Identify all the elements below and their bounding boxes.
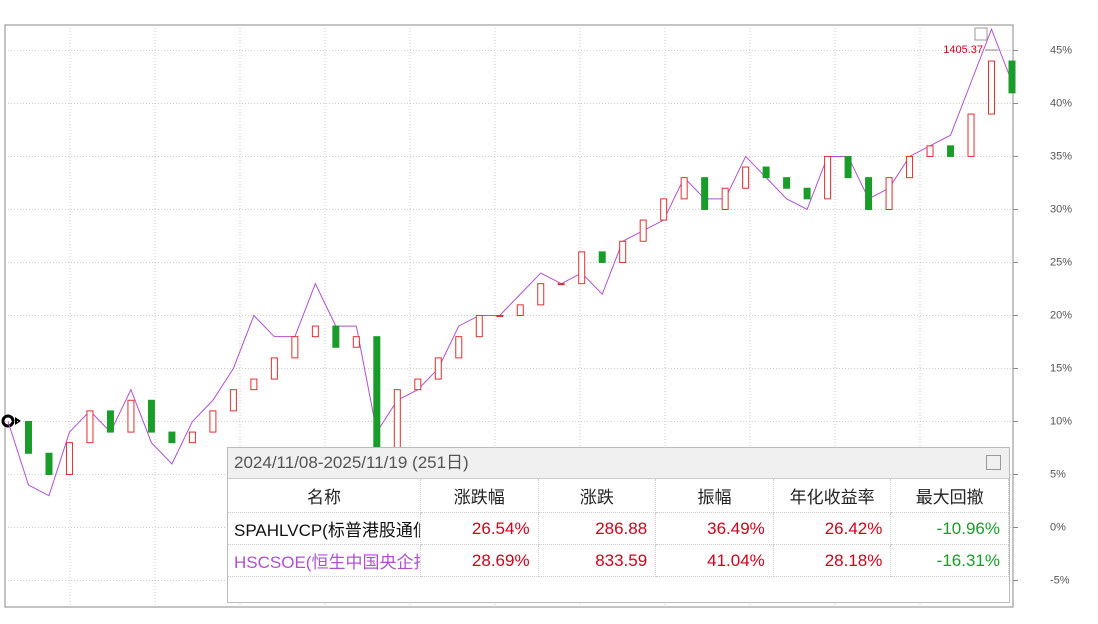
y-tick-label: 10% bbox=[1050, 415, 1072, 427]
cell: 286.88 bbox=[538, 512, 657, 545]
candle bbox=[619, 240, 627, 263]
candle bbox=[393, 389, 401, 454]
column-header: 振幅 bbox=[655, 479, 774, 513]
candle bbox=[824, 155, 832, 200]
table-title: 2024/11/08-2025/11/19 (251日) bbox=[228, 448, 1009, 479]
candle bbox=[229, 389, 237, 412]
candle bbox=[496, 314, 504, 317]
annotation: 1405.37 bbox=[943, 44, 983, 56]
candle bbox=[414, 378, 422, 391]
y-tick-label: -5% bbox=[1050, 574, 1070, 586]
y-tick-label: 15% bbox=[1050, 362, 1072, 374]
row-name: SPAHLVCP(标普港股通低波红利指数) bbox=[228, 512, 421, 545]
candle bbox=[45, 452, 53, 475]
column-header: 名称 bbox=[228, 479, 421, 513]
candle bbox=[701, 177, 709, 210]
candle bbox=[250, 378, 258, 391]
window-icon[interactable] bbox=[974, 27, 988, 41]
candle bbox=[516, 304, 524, 316]
candle bbox=[926, 145, 934, 157]
candle bbox=[434, 357, 442, 380]
stats-table: 2024/11/08-2025/11/19 (251日) 名称 涨跌幅 涨跌 振幅 年化… bbox=[227, 447, 1010, 603]
row-name: HSCSOE(恒生中国央企指数) bbox=[228, 544, 421, 577]
title-text: 2024/11/08-2025/11/19 (251日) bbox=[234, 453, 469, 472]
candle bbox=[147, 399, 155, 433]
candle bbox=[311, 325, 319, 338]
candle bbox=[947, 145, 955, 157]
candle bbox=[967, 113, 975, 157]
candle bbox=[86, 410, 94, 444]
candle bbox=[762, 166, 770, 179]
candle bbox=[906, 155, 914, 179]
cell: 41.04% bbox=[655, 544, 774, 577]
y-tick-label: 20% bbox=[1050, 309, 1072, 321]
candle bbox=[455, 336, 463, 359]
column-header: 涨跌 bbox=[538, 479, 657, 513]
candle bbox=[188, 431, 196, 444]
candle bbox=[557, 283, 565, 286]
v-grid bbox=[69, 25, 921, 607]
candle bbox=[352, 336, 360, 348]
column-header: 年化收益率 bbox=[773, 479, 892, 513]
candle bbox=[639, 219, 647, 242]
table-row: SPAHLVCP(标普港股通低波红利指数)26.54%286.8836.49%2… bbox=[228, 512, 1009, 545]
candle bbox=[373, 336, 381, 454]
candle bbox=[865, 177, 873, 210]
candle bbox=[209, 410, 217, 433]
candle bbox=[680, 177, 688, 200]
table: 名称涨跌幅涨跌振幅年化收益率最大回撤SPAHLVCP(标普港股通低波红利指数)2… bbox=[228, 479, 1009, 577]
table-row: HSCSOE(恒生中国央企指数)28.69%833.5941.04%28.18%… bbox=[228, 544, 1009, 577]
candle bbox=[578, 251, 586, 285]
candle bbox=[168, 431, 176, 444]
candle bbox=[988, 60, 996, 115]
y-tick-label: 5% bbox=[1050, 468, 1066, 480]
candle bbox=[844, 155, 852, 179]
cell: 833.59 bbox=[538, 544, 657, 577]
cell: -16.31% bbox=[890, 544, 1009, 577]
cell: 28.69% bbox=[420, 544, 539, 577]
cell: 26.42% bbox=[773, 512, 892, 545]
y-tick-label: 45% bbox=[1050, 44, 1072, 56]
close-button[interactable] bbox=[986, 455, 1001, 470]
column-header: 最大回撤 bbox=[890, 479, 1009, 513]
candle bbox=[885, 177, 893, 210]
candle bbox=[106, 410, 114, 433]
candle bbox=[291, 336, 299, 359]
candle bbox=[65, 442, 73, 475]
cell: 26.54% bbox=[420, 512, 539, 545]
cell: 28.18% bbox=[773, 544, 892, 577]
y-tick-label: 40% bbox=[1050, 97, 1072, 109]
candle bbox=[721, 187, 729, 210]
candle bbox=[1008, 60, 1016, 94]
cell: -10.96% bbox=[890, 512, 1009, 545]
candle bbox=[742, 166, 750, 189]
candle bbox=[332, 325, 340, 348]
candle bbox=[660, 198, 668, 221]
column-header: 涨跌幅 bbox=[420, 479, 539, 513]
candle bbox=[270, 357, 278, 380]
cell: 36.49% bbox=[655, 512, 774, 545]
candle bbox=[24, 420, 32, 454]
candle bbox=[127, 399, 135, 433]
candle bbox=[475, 314, 483, 338]
candle bbox=[783, 177, 791, 189]
y-tick-label: 35% bbox=[1050, 150, 1072, 162]
candle bbox=[598, 251, 606, 263]
candle bbox=[537, 283, 545, 306]
y-tick-label: 0% bbox=[1050, 521, 1066, 533]
y-tick-label: 25% bbox=[1050, 256, 1072, 268]
candle bbox=[803, 187, 811, 200]
y-tick-label: 30% bbox=[1050, 203, 1072, 215]
